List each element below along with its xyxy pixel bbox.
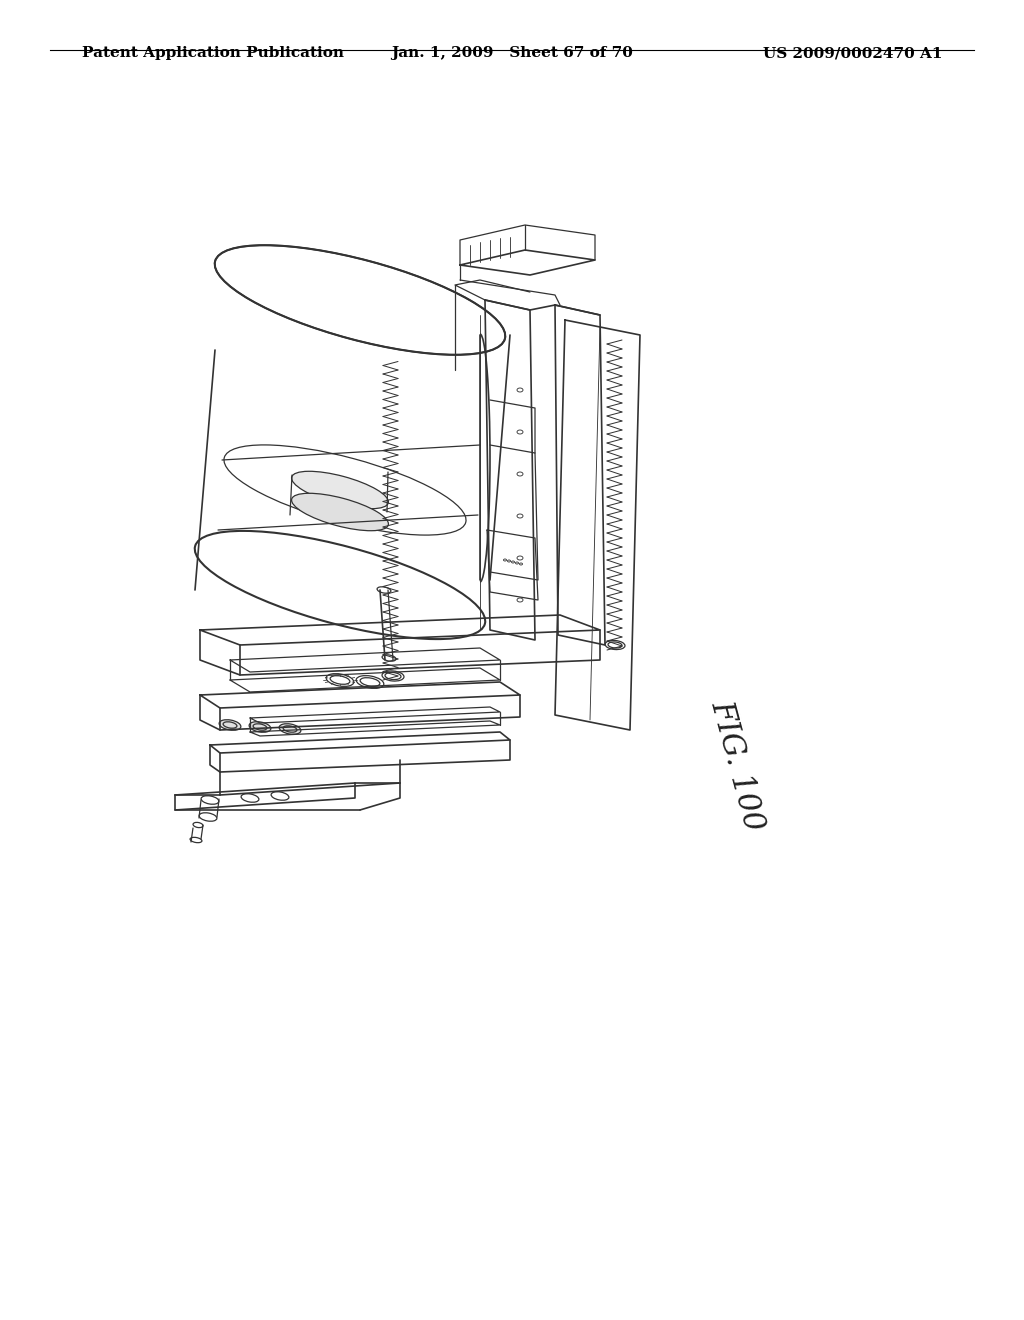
Ellipse shape: [219, 719, 241, 730]
Ellipse shape: [292, 494, 388, 531]
Text: US 2009/0002470 A1: US 2009/0002470 A1: [763, 46, 942, 61]
Text: Patent Application Publication: Patent Application Publication: [82, 46, 344, 61]
Text: FIG. 100: FIG. 100: [705, 697, 770, 834]
Ellipse shape: [292, 471, 388, 508]
Ellipse shape: [249, 722, 271, 733]
Ellipse shape: [280, 723, 301, 734]
Ellipse shape: [215, 246, 505, 355]
Ellipse shape: [195, 531, 485, 639]
Text: Jan. 1, 2009   Sheet 67 of 70: Jan. 1, 2009 Sheet 67 of 70: [391, 46, 633, 61]
